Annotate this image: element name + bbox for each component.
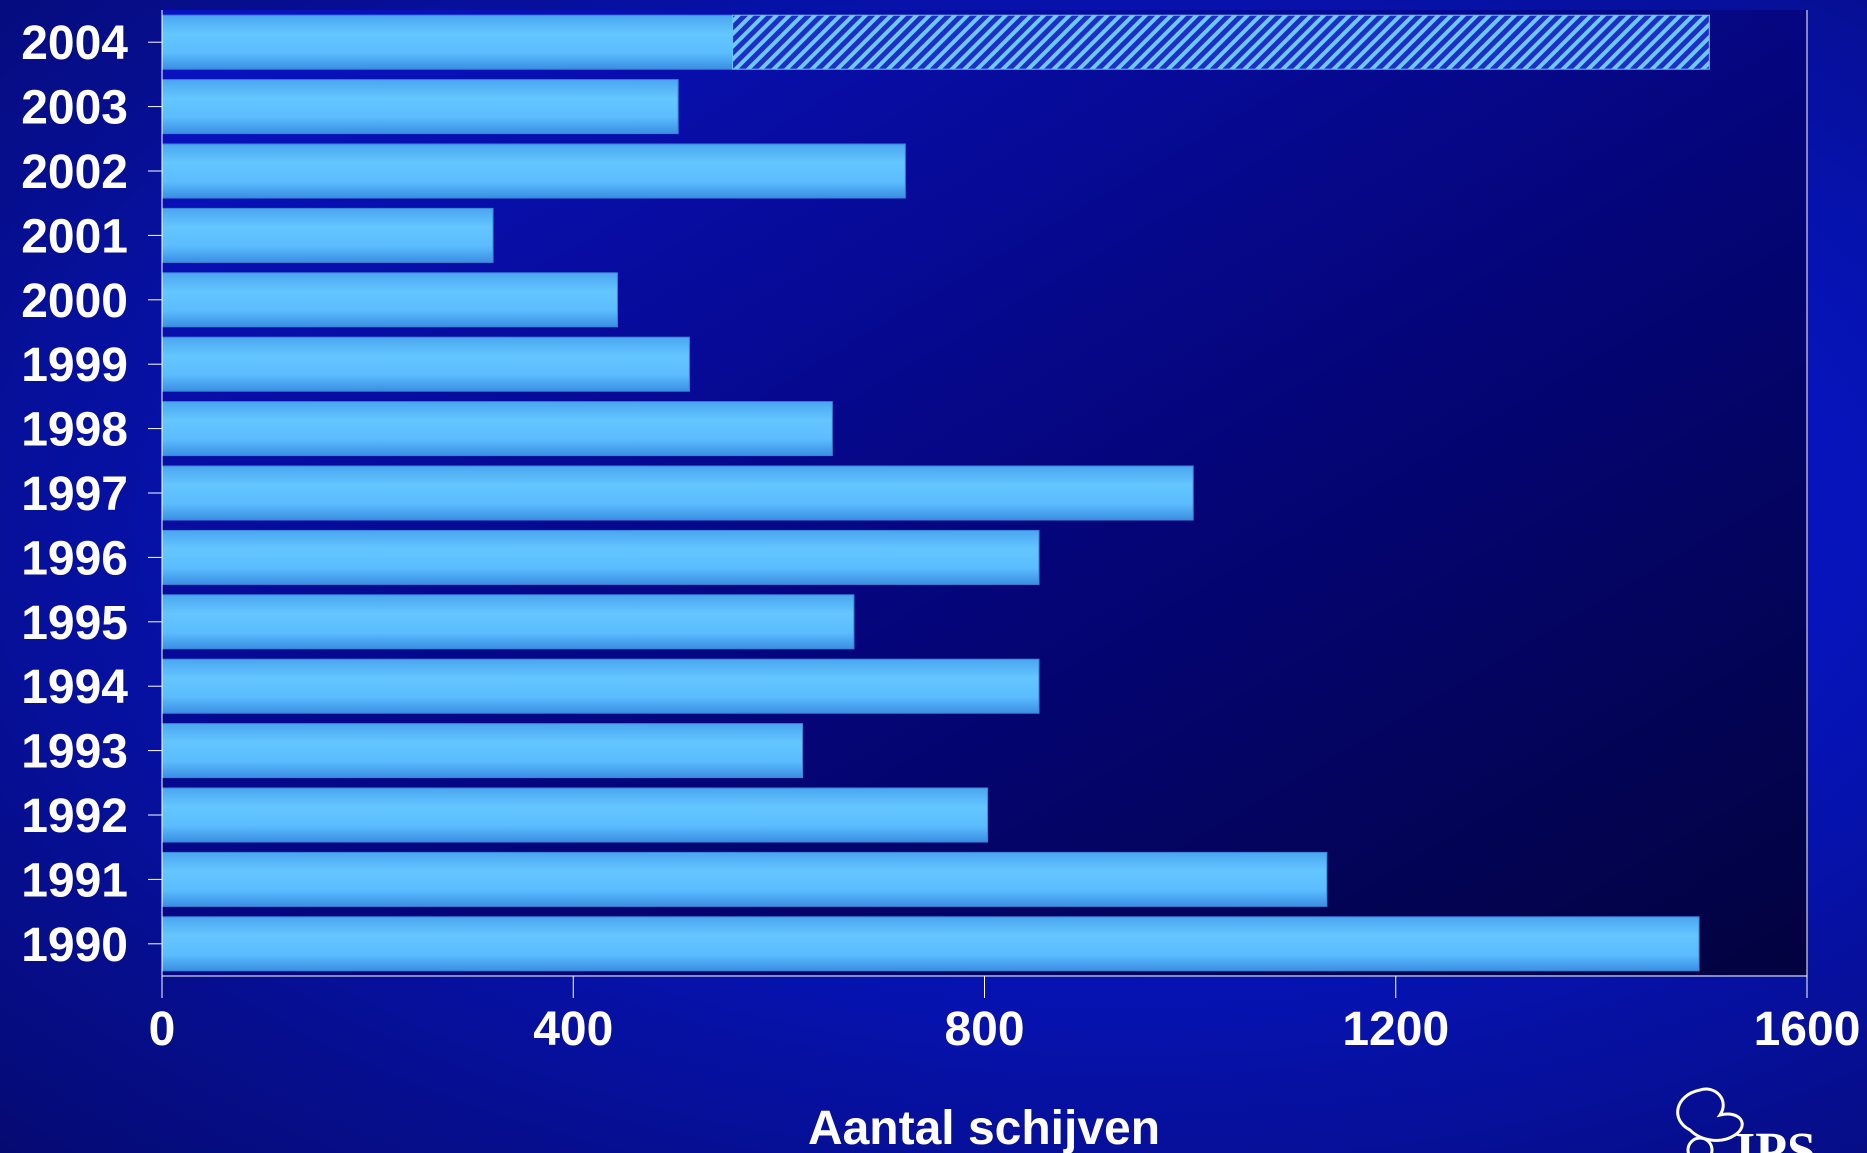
x-tick-label-0: 0	[149, 1003, 176, 1056]
bar-1990	[161, 916, 1700, 972]
bar-1994	[161, 658, 1040, 714]
x-tick-label-1200: 1200	[1342, 1003, 1449, 1056]
bar-1993	[161, 723, 804, 779]
y-tick-label-1991: 1991	[21, 854, 128, 907]
y-tick-label-1996: 1996	[21, 532, 128, 585]
y-tick-label-1992: 1992	[21, 790, 128, 843]
logo-text: IPS	[1735, 1123, 1816, 1153]
bar-1998	[161, 401, 833, 457]
x-tick-label-1600: 1600	[1754, 1003, 1861, 1056]
bars-group	[161, 14, 1710, 972]
x-tick-label-400: 400	[533, 1003, 613, 1056]
y-tick-label-1995: 1995	[21, 597, 128, 650]
bar-2000	[161, 272, 618, 328]
y-tick-label-1990: 1990	[21, 919, 128, 972]
y-tick-label-1999: 1999	[21, 339, 128, 392]
axes-group	[148, 10, 1808, 998]
x-axis-title: Aantal schijven	[808, 1102, 1160, 1153]
bar-1999	[161, 336, 690, 392]
y-tick-label-1994: 1994	[21, 661, 128, 714]
labels-group: 2004 2003 2002 2001 2000 1999 1998 1997 1996 1995…	[21, 17, 1860, 1056]
bar-2001	[161, 207, 494, 263]
bar-2003	[161, 79, 679, 135]
ips-leaf-logo-icon	[1676, 1087, 1744, 1153]
bar-hatched-2004	[732, 14, 1710, 70]
bar-2004	[161, 14, 734, 70]
y-tick-label-1993: 1993	[21, 726, 128, 779]
y-tick-label-2003: 2003	[21, 82, 128, 135]
bar-1997	[161, 465, 1194, 521]
y-tick-label-2004: 2004	[21, 17, 128, 70]
bar-1992	[161, 787, 989, 843]
bar-1995	[161, 594, 855, 650]
bar-1996	[161, 529, 1040, 585]
y-tick-label-2001: 2001	[21, 210, 128, 263]
y-tick-label-1997: 1997	[21, 468, 128, 521]
x-tick-label-800: 800	[944, 1003, 1024, 1056]
y-tick-label-1998: 1998	[21, 404, 128, 457]
bar-1991	[161, 851, 1328, 907]
y-tick-label-2002: 2002	[21, 146, 128, 199]
bar-2002	[161, 143, 906, 199]
y-tick-label-2000: 2000	[21, 275, 128, 328]
